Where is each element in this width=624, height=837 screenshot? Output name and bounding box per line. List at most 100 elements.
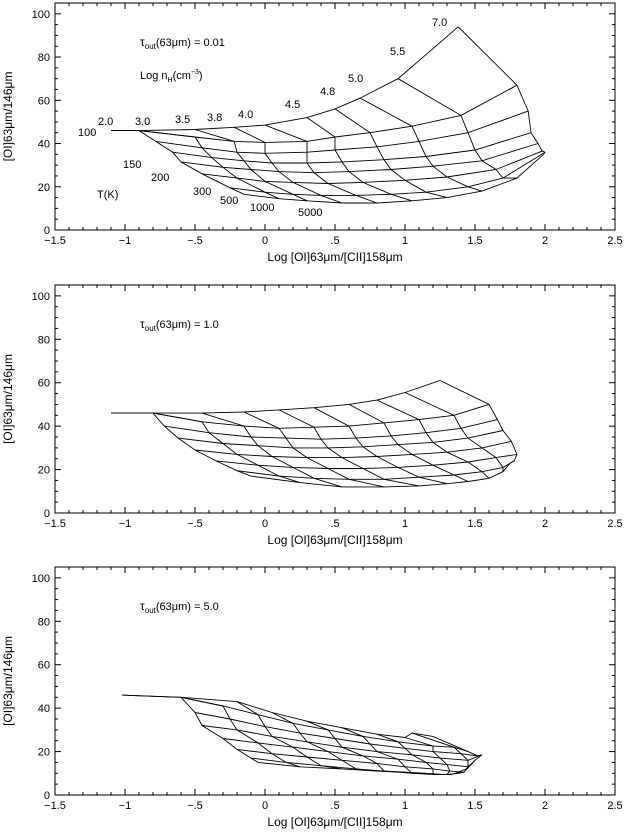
density-label: 2.0 bbox=[98, 116, 113, 128]
x-axis-label: Log [OI]63μm/[CII]158μm bbox=[267, 250, 402, 264]
temperature-curve-2 bbox=[155, 110, 529, 154]
x-tick-label: −.5 bbox=[187, 800, 203, 812]
y-tick-label: 0 bbox=[44, 225, 50, 237]
x-tick-label: 1.5 bbox=[467, 518, 482, 530]
density-curve-9 bbox=[457, 26, 546, 155]
density-curve-3 bbox=[271, 712, 378, 772]
y-tick-label: 40 bbox=[38, 703, 50, 715]
density-label: 5.0 bbox=[348, 73, 363, 85]
temperature-curve-3 bbox=[178, 430, 504, 449]
plot-frame bbox=[54, 566, 616, 796]
temperature-curve-5 bbox=[215, 453, 518, 469]
density-curve-7 bbox=[376, 399, 490, 479]
density-curve-2 bbox=[194, 129, 308, 202]
density-label: 4.5 bbox=[285, 99, 300, 111]
x-tick-label: −1 bbox=[119, 800, 132, 812]
tau-annotation: τout(63μm) = 1.0 bbox=[140, 317, 219, 333]
temperature-curve-2 bbox=[164, 419, 498, 440]
x-tick-label: .5 bbox=[330, 518, 339, 530]
density-curve-3 bbox=[243, 411, 385, 488]
y-tick-label: 80 bbox=[38, 334, 50, 346]
density-curve-1 bbox=[180, 696, 301, 768]
temperature-curve-3 bbox=[201, 725, 483, 761]
panel-bottom: −1.5 −1 −.5 0 .5 1 1.5 2 2.5 0 20 40 60 80 100 Log [OI]… bbox=[1, 566, 623, 829]
density-curve-5 bbox=[313, 407, 448, 485]
y-tick-label: 20 bbox=[38, 465, 50, 477]
y-tick-label: 20 bbox=[38, 182, 50, 194]
x-tick-label: 2.5 bbox=[607, 235, 622, 247]
density-curve-3 bbox=[234, 126, 343, 204]
density-curve-2 bbox=[201, 412, 343, 488]
x-tick-label: 0 bbox=[262, 518, 268, 530]
x-tick-label: −.5 bbox=[187, 518, 203, 530]
y-tick-label: 100 bbox=[32, 573, 50, 585]
x-tick-label: −1.5 bbox=[44, 518, 66, 530]
density-curve-6 bbox=[348, 404, 469, 482]
x-tick-label: 0 bbox=[262, 235, 268, 247]
x-tick-label: 1.5 bbox=[467, 235, 482, 247]
x-tick-label: 1 bbox=[402, 518, 408, 530]
density-curve-1 bbox=[138, 130, 280, 200]
y-tick-label: 40 bbox=[38, 421, 50, 433]
temperature-axis-label: T(K) bbox=[97, 189, 118, 201]
x-tick-label: −1.5 bbox=[44, 800, 66, 812]
panel-top: −1.5 −1 −.5 0 .5 1 1.5 2 2.5 0 20 40 60 80 100 Log [OI]… bbox=[1, 2, 623, 264]
density-curve-6 bbox=[334, 108, 448, 199]
temperature-curve-1 bbox=[180, 696, 469, 753]
y-tick-label: 40 bbox=[38, 139, 50, 151]
density-curve-5 bbox=[306, 117, 413, 202]
temperature-curve-7 bbox=[257, 761, 459, 775]
density-label: 3.0 bbox=[135, 116, 150, 128]
density-annotation: Log nH(cm−3) bbox=[140, 69, 203, 84]
temperature-curve-5 bbox=[236, 748, 469, 773]
density-label: 5.5 bbox=[390, 46, 405, 58]
density-label: 7.0 bbox=[432, 17, 447, 29]
y-tick-label: 0 bbox=[44, 508, 50, 520]
y-axis-label: [OI]63μm/146μm bbox=[1, 354, 15, 444]
density-label: 4.8 bbox=[320, 86, 335, 98]
temperature-label: 500 bbox=[220, 195, 238, 207]
temperature-curve-0 bbox=[111, 26, 459, 132]
x-tick-label: −1.5 bbox=[44, 235, 66, 247]
density-curve-4 bbox=[278, 409, 420, 487]
density-curve-9 bbox=[432, 735, 483, 773]
temperature-label: 300 bbox=[193, 186, 211, 198]
density-curve-2 bbox=[236, 701, 343, 770]
temperature-curve-5 bbox=[201, 150, 543, 184]
temperature-curve-1 bbox=[152, 403, 490, 429]
temperature-curve-4 bbox=[222, 738, 476, 768]
y-tick-label: 0 bbox=[44, 790, 50, 802]
y-axis-label: [OI]63μm/146μm bbox=[1, 72, 15, 162]
x-axis-label: Log [OI]63μm/[CII]158μm bbox=[267, 533, 402, 547]
x-tick-label: .5 bbox=[330, 800, 339, 812]
density-curve-8 bbox=[411, 732, 469, 774]
y-tick-label: 100 bbox=[32, 291, 50, 303]
y-tick-label: 20 bbox=[38, 747, 50, 759]
density-curve-7 bbox=[404, 737, 452, 775]
x-tick-label: 2 bbox=[542, 518, 548, 530]
x-axis-label: Log [OI]63μm/[CII]158μm bbox=[267, 815, 402, 829]
temperature-curve-4 bbox=[180, 143, 539, 174]
density-label: 4.0 bbox=[238, 109, 253, 121]
density-curve-4 bbox=[306, 720, 406, 773]
density-label: 3.5 bbox=[175, 114, 190, 126]
temperature-label: 150 bbox=[123, 159, 141, 171]
temperature-curve-7 bbox=[243, 153, 544, 204]
y-axis-label: [OI]63μm/146μm bbox=[1, 636, 15, 726]
density-curve-1 bbox=[152, 412, 301, 484]
density-curve-0 bbox=[111, 130, 245, 195]
temperature-curve-0 bbox=[111, 380, 441, 414]
x-tick-label: 2.5 bbox=[607, 518, 622, 530]
density-curve-5 bbox=[341, 727, 426, 774]
x-tick-label: 2 bbox=[542, 235, 548, 247]
y-tick-label: 80 bbox=[38, 616, 50, 628]
temperature-label: 1000 bbox=[250, 202, 274, 214]
temperature-curve-6 bbox=[236, 460, 515, 480]
temperature-curve-1 bbox=[138, 84, 518, 143]
panel-middle: −1.5 −1 −.5 0 .5 1 1.5 2 2.5 0 20 40 60 80 100 Log [OI]… bbox=[1, 284, 623, 547]
temperature-curve-4 bbox=[194, 440, 512, 459]
density-label: 3.8 bbox=[207, 112, 222, 124]
temperature-curve-0 bbox=[122, 694, 434, 738]
x-tick-label: 2 bbox=[542, 800, 548, 812]
